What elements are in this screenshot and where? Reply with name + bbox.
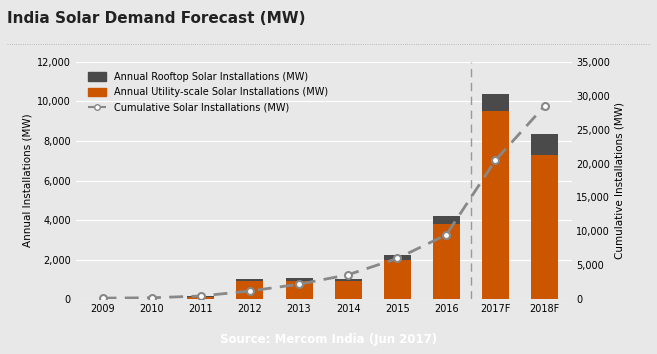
- Bar: [286, 281, 313, 299]
- Bar: [531, 155, 558, 299]
- Text: Source: Mercom India (Jun 2017): Source: Mercom India (Jun 2017): [220, 333, 437, 346]
- Bar: [482, 112, 509, 299]
- Bar: [237, 281, 263, 299]
- Bar: [531, 134, 558, 155]
- Bar: [187, 297, 214, 299]
- Text: India Solar Demand Forecast (MW): India Solar Demand Forecast (MW): [7, 11, 305, 25]
- Bar: [433, 216, 460, 224]
- Bar: [334, 281, 361, 299]
- Bar: [482, 93, 509, 112]
- Y-axis label: Annual Installations (MW): Annual Installations (MW): [22, 114, 33, 247]
- Bar: [433, 224, 460, 299]
- Bar: [384, 255, 411, 259]
- Legend: Annual Rooftop Solar Installations (MW), Annual Utility-scale Solar Installation: Annual Rooftop Solar Installations (MW),…: [85, 69, 330, 116]
- Y-axis label: Cumulative Installations (MW): Cumulative Installations (MW): [614, 102, 625, 259]
- Bar: [384, 259, 411, 299]
- Bar: [286, 278, 313, 281]
- Bar: [187, 296, 214, 297]
- Bar: [237, 279, 263, 281]
- Bar: [334, 279, 361, 281]
